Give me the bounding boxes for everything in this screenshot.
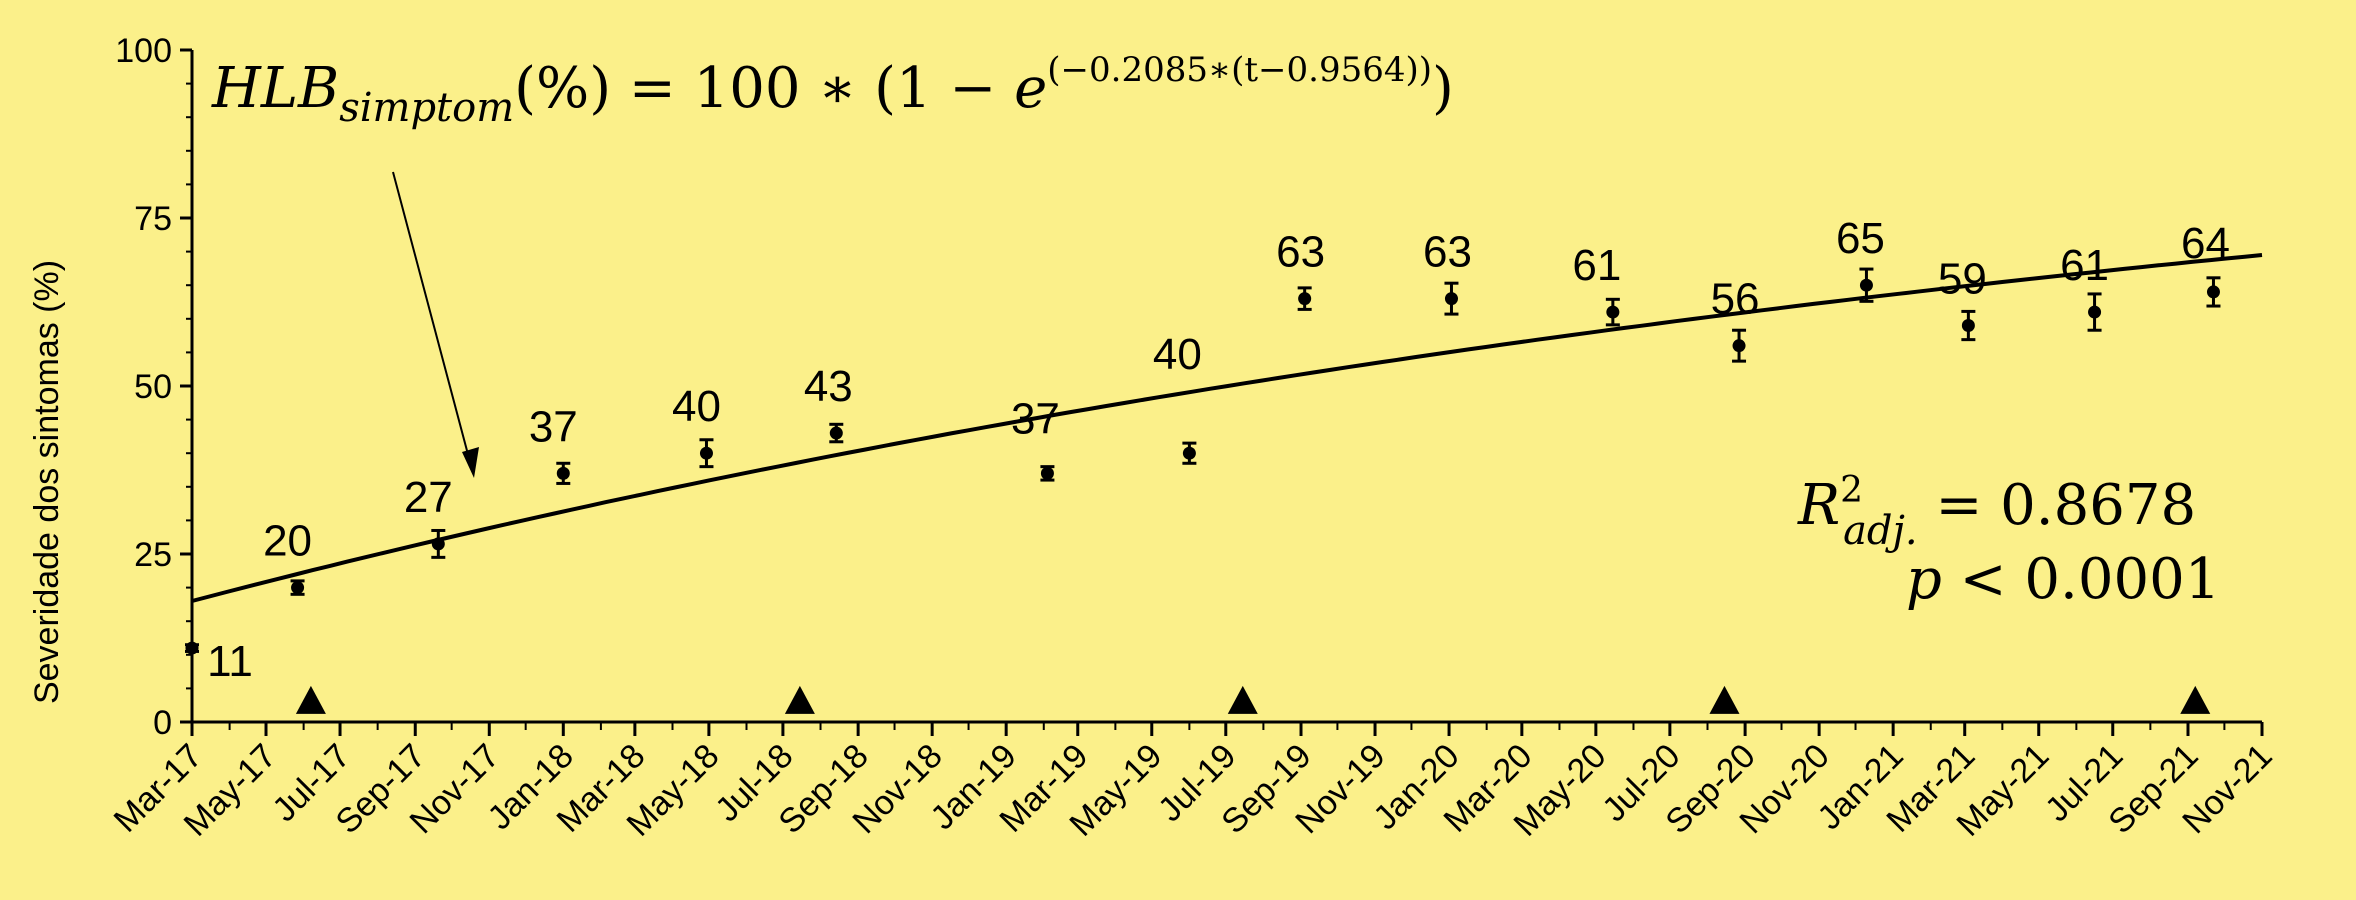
data-point (1040, 466, 1054, 480)
data-label: 61 (2060, 241, 2109, 290)
data-label: 63 (1423, 228, 1472, 277)
data-point (1182, 446, 1196, 460)
triangle-marker (784, 685, 815, 714)
data-point (1732, 339, 1746, 353)
data-label: 40 (1153, 330, 1202, 379)
fit-equation: HLBsimptom(%) = 100 ∗ (1 − e(−0.2085∗(t−… (211, 50, 1454, 131)
data-label: 56 (1711, 275, 1760, 324)
equation-e: e (1014, 56, 1047, 121)
y-tick-label: 25 (134, 536, 172, 574)
equation-middle: (%) = 100 ∗ (1 − (514, 56, 1014, 121)
p-value: < 0.0001 (1942, 547, 2220, 612)
data-point (1606, 305, 1620, 319)
r2-value: = 0.8678 (1918, 473, 2196, 538)
data-label: 43 (804, 362, 853, 411)
data-point (699, 446, 713, 460)
p-symbol: p (1906, 547, 1942, 612)
data-point (1444, 292, 1458, 306)
data-label: 64 (2181, 219, 2230, 268)
equation-exponent: (−0.2085∗(t−0.9564)) (1047, 50, 1432, 90)
fit-curve (191, 253, 2263, 603)
data-label: 37 (529, 402, 578, 451)
data-label: 37 (1011, 394, 1060, 443)
data-label: 65 (1836, 214, 1885, 263)
equation-close: ) (1432, 56, 1454, 121)
data-label: 11 (207, 637, 253, 686)
y-tick-label: 0 (153, 704, 172, 742)
triangle-marker (2180, 685, 2211, 714)
data-point (185, 641, 199, 655)
equation-subscript: simptom (339, 85, 514, 131)
svg-text:p < 0.0001: p < 0.0001 (1906, 547, 2220, 612)
data-point (1859, 278, 1873, 292)
data-label: 63 (1276, 228, 1325, 277)
data-point (291, 581, 305, 595)
data-label: 27 (404, 473, 453, 522)
y-tick-label: 50 (134, 368, 172, 406)
data-label: 61 (1572, 241, 1621, 290)
data-point (2088, 305, 2102, 319)
r2-symbol: R (1797, 473, 1840, 538)
data-label: 40 (672, 382, 721, 431)
triangle-marker (295, 685, 326, 714)
arrow-head-icon (462, 447, 479, 478)
triangle-marker (1227, 685, 1258, 714)
r2-superscript: 2 (1840, 470, 1863, 511)
triangle-marker (1709, 685, 1740, 714)
equation-lhs: HLB (211, 56, 339, 121)
svg-text:HLBsimptom(%) = 100 ∗ (1 − e(−: HLBsimptom(%) = 100 ∗ (1 − e(−0.2085∗(t−… (211, 50, 1454, 131)
data-point (2206, 285, 2220, 299)
fit-statistics: R2 adj. = 0.8678 p < 0.0001 (1797, 470, 2220, 612)
y-tick-label: 75 (134, 200, 172, 238)
data-point (556, 466, 570, 480)
y-axis-label: Severidade dos sintomas (%) (28, 260, 66, 704)
y-tick-label: 100 (115, 32, 172, 70)
equation-arrow (392, 171, 479, 478)
data-label: 59 (1938, 255, 1987, 304)
data-point (1961, 319, 1975, 333)
data-label: 20 (263, 517, 312, 566)
data-point (829, 426, 843, 440)
r2-subscript: adj. (1843, 508, 1918, 554)
data-point (431, 537, 445, 551)
data-point (1298, 292, 1312, 306)
